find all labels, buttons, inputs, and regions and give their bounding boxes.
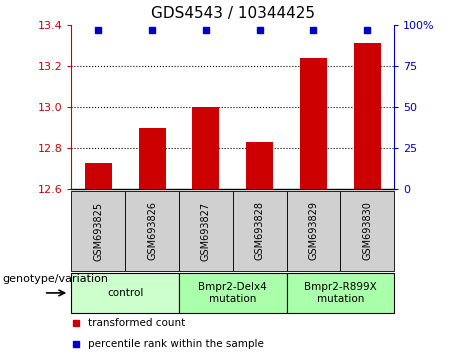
Bar: [340, 191, 394, 271]
Text: Bmpr2-Delx4
mutation: Bmpr2-Delx4 mutation: [198, 282, 267, 304]
Bar: [71, 191, 125, 271]
Bar: [139, 128, 165, 189]
Bar: [354, 43, 381, 189]
Bar: [193, 107, 219, 189]
Bar: [233, 191, 287, 271]
Bar: [179, 191, 233, 271]
Title: GDS4543 / 10344425: GDS4543 / 10344425: [151, 6, 315, 21]
Text: genotype/variation: genotype/variation: [2, 274, 108, 284]
Text: Bmpr2-R899X
mutation: Bmpr2-R899X mutation: [304, 282, 377, 304]
Text: percentile rank within the sample: percentile rank within the sample: [88, 339, 264, 349]
Bar: [287, 273, 394, 313]
Text: GSM693827: GSM693827: [201, 201, 211, 261]
Bar: [125, 191, 179, 271]
Text: GSM693829: GSM693829: [308, 201, 319, 261]
Text: GSM693830: GSM693830: [362, 201, 372, 261]
Bar: [85, 162, 112, 189]
Text: GSM693825: GSM693825: [93, 201, 103, 261]
Bar: [246, 142, 273, 189]
Bar: [300, 58, 327, 189]
Text: control: control: [107, 288, 143, 298]
Bar: [71, 273, 179, 313]
Text: GSM693828: GSM693828: [254, 201, 265, 261]
Text: GSM693826: GSM693826: [147, 201, 157, 261]
Bar: [287, 191, 340, 271]
Bar: [179, 273, 287, 313]
Text: transformed count: transformed count: [88, 319, 185, 329]
